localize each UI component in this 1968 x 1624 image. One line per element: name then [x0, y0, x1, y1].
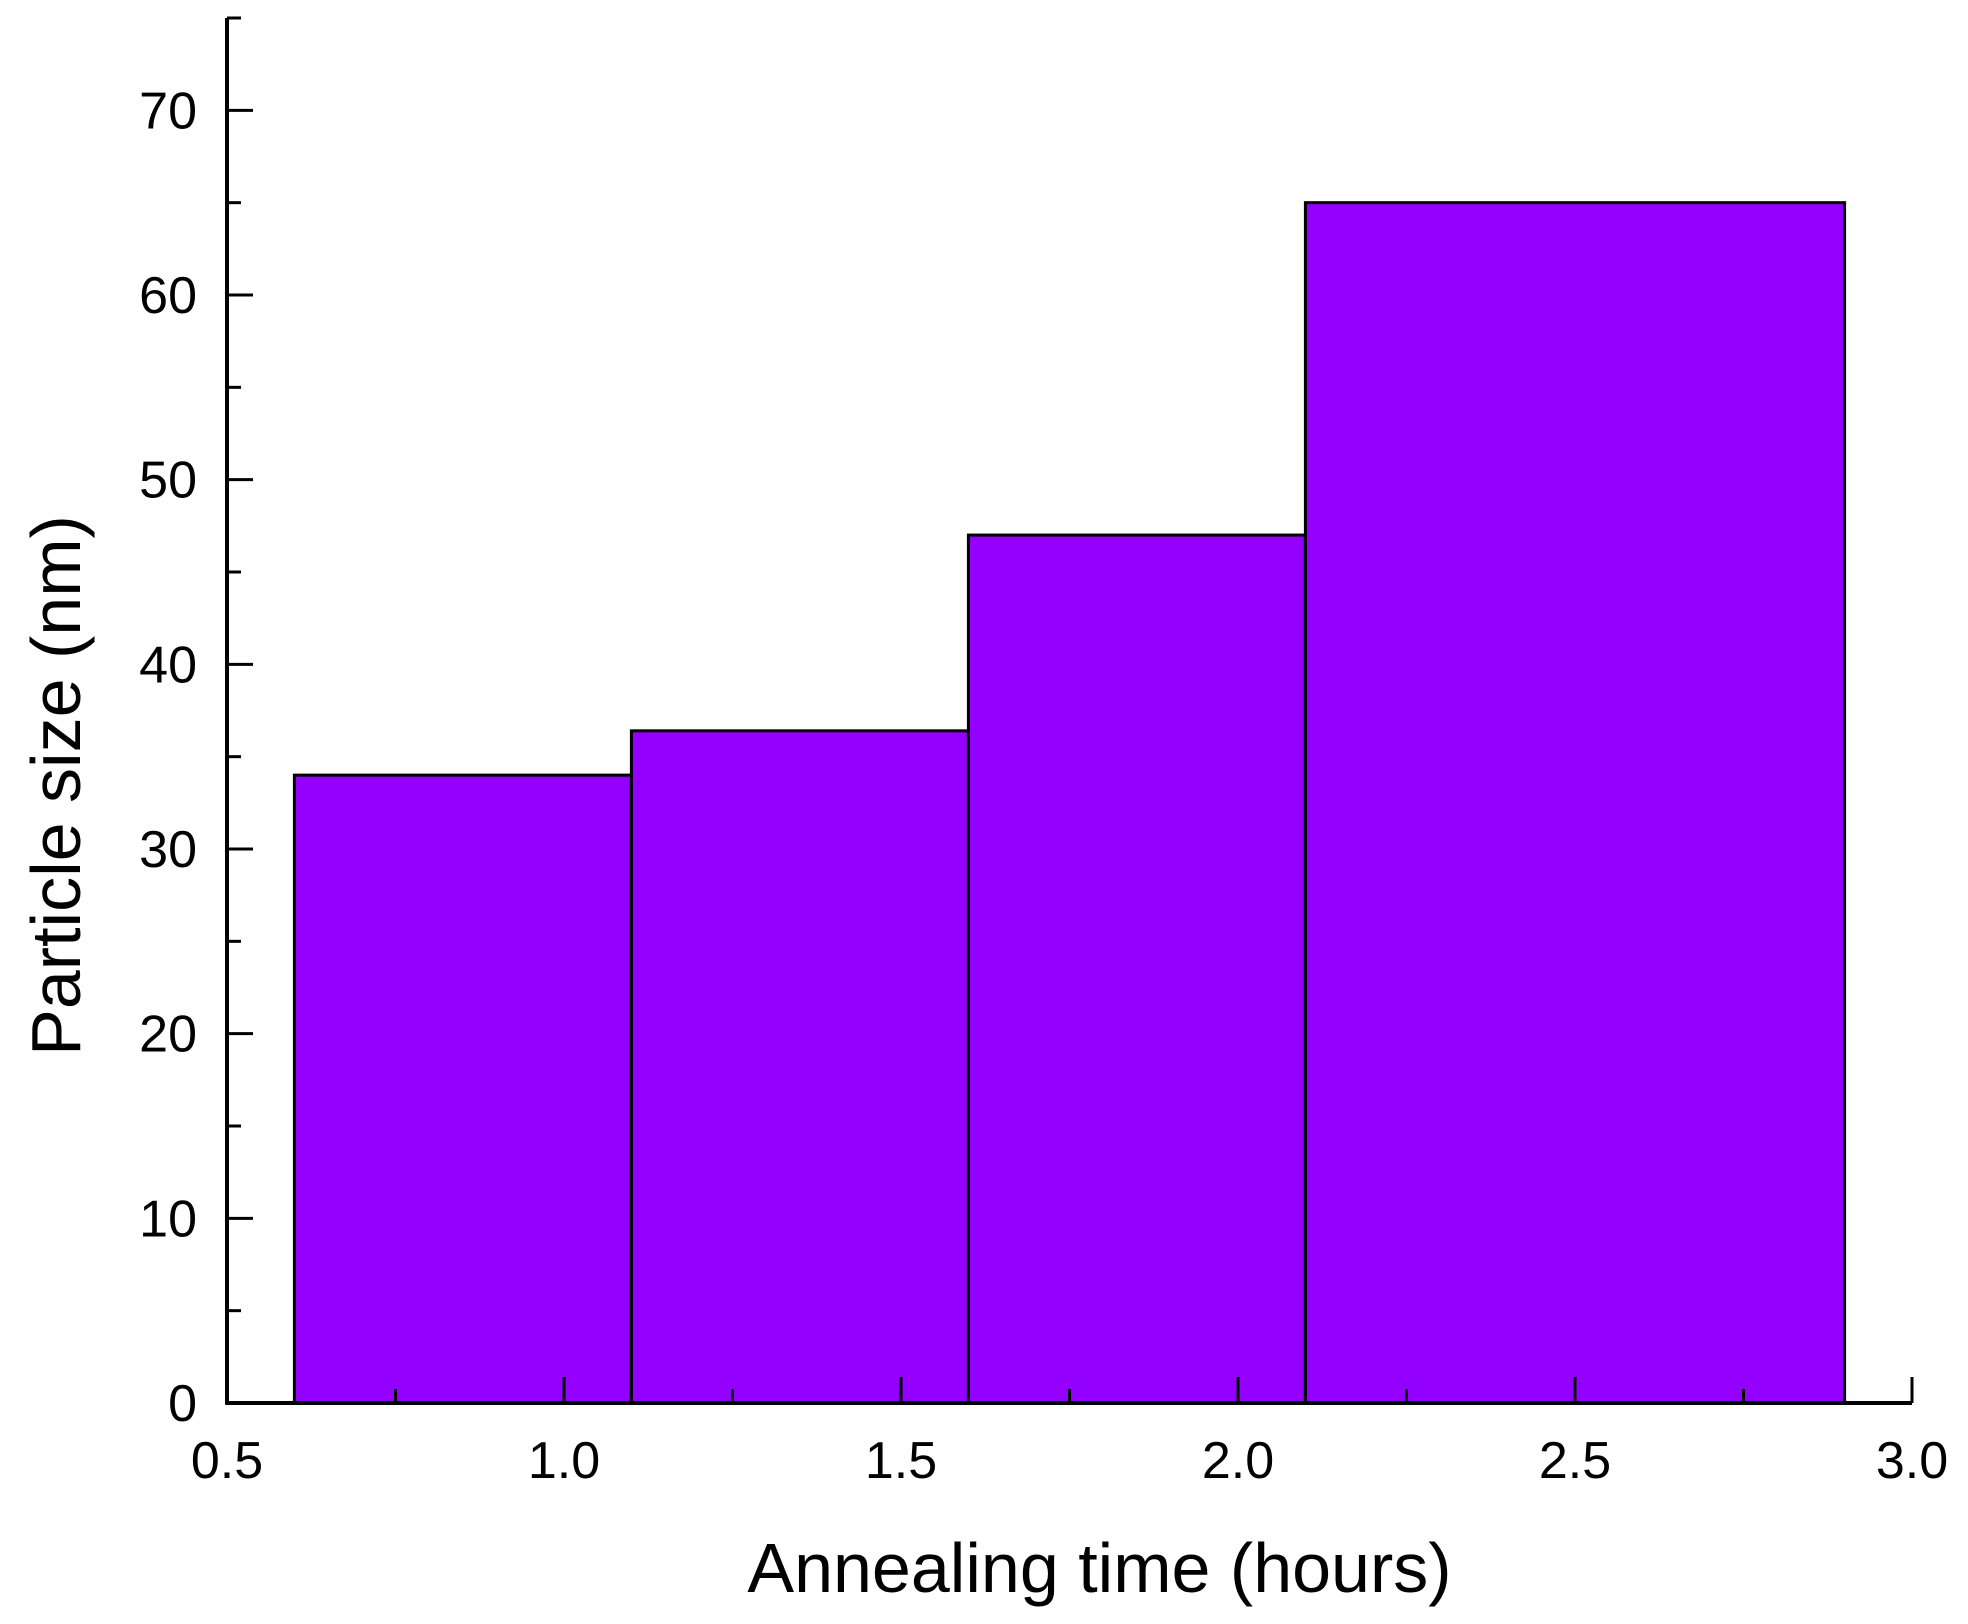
bar-4: [1303, 201, 1847, 1405]
bar-2: [629, 729, 970, 1405]
x-tick-label: 2.5: [1539, 1432, 1611, 1490]
y-tick-label: 0: [168, 1375, 197, 1433]
y-tick-label: 70: [139, 82, 197, 140]
labels-layer: 0.5 1.0 1.5 2.0 2.5 3.0 0 10 20 30 40 50 60 70: [139, 82, 1948, 1490]
x-tick-label: 1.0: [528, 1432, 600, 1490]
bar-1: [292, 773, 633, 1405]
bar-3: [966, 533, 1307, 1405]
y-tick-label: 50: [139, 452, 197, 510]
x-tick-label: 1.5: [865, 1432, 937, 1490]
y-axis-title: Particle size (nm): [17, 515, 95, 1056]
axes-layer: [225, 16, 1914, 1405]
x-tick-label: 0.5: [191, 1432, 263, 1490]
y-tick-label: 60: [139, 267, 197, 325]
x-axis-title: Annealing time (hours): [747, 1529, 1451, 1607]
x-tick-label: 2.0: [1202, 1432, 1274, 1490]
y-tick-label: 30: [139, 821, 197, 879]
bars-layer: [292, 201, 1847, 1405]
y-tick-label: 20: [139, 1006, 197, 1064]
y-tick-label: 10: [139, 1190, 197, 1248]
y-tick-label: 40: [139, 636, 197, 694]
x-tick-label: 3.0: [1876, 1432, 1948, 1490]
